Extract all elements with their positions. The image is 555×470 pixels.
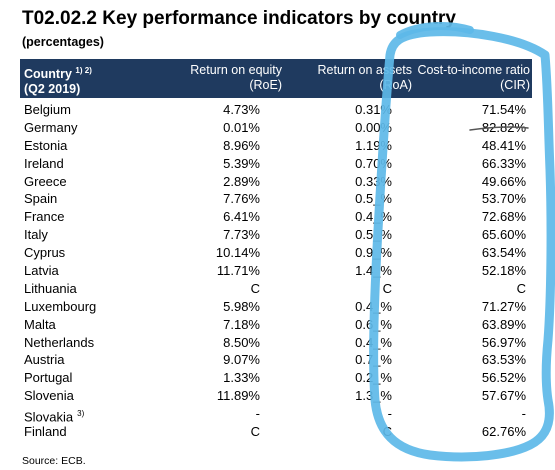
header-country: Country 1) 2) (Q2 2019) (24, 63, 92, 97)
country-cell: Spain (24, 191, 58, 207)
country-cell: Malta (24, 316, 56, 332)
cir-cell: 72.68% (481, 209, 526, 225)
cir-cell: 63.54% (481, 245, 526, 261)
country-cell: Estonia (24, 137, 68, 153)
cir-cell: 52.18% (481, 263, 526, 279)
roe-cell: - (255, 406, 260, 422)
header-country-label: Country (24, 67, 72, 82)
country-cell: Slovakia 3) (24, 409, 85, 425)
cir-cell: 53.70% (481, 191, 526, 207)
country-cell: France (24, 209, 65, 225)
header-country-period: (Q2 2019) (24, 82, 81, 97)
roe-cell: 5.39% (223, 155, 260, 171)
roa-cell: - (387, 406, 392, 422)
header-roe-abbr: (RoE) (249, 78, 282, 92)
cir-cell: 65.60% (481, 227, 526, 243)
country-cell: Finland (24, 424, 67, 440)
roe-cell: 7.18% (223, 316, 260, 332)
roe-cell: 2.89% (223, 173, 260, 189)
country-cell: Italy (24, 227, 48, 243)
table-row: Malta 7.18% 0.6_% 63.89% (20, 316, 532, 334)
cir-cell: 49.66% (481, 173, 526, 189)
header-cir-label: Cost-to-income ratio (417, 63, 530, 77)
cir-cell: 56.52% (481, 370, 526, 386)
roe-cell: C (250, 280, 260, 296)
table-row: Netherlands 8.50% 0.4_% 56.97% (20, 334, 532, 352)
country-cell: Cyprus (24, 245, 66, 261)
country-footnote: 3) (77, 409, 85, 419)
table-subtitle: (percentages) (22, 35, 104, 49)
country-cell: Belgium (24, 102, 71, 117)
roe-cell: 11.71% (216, 263, 260, 279)
cir-cell: 57.67% (481, 388, 526, 404)
country-cell: Portugal (24, 370, 73, 386)
table-row: Slovakia 3) - - - (20, 405, 532, 425)
header-roe-label: Return on equity (190, 63, 282, 77)
roe-cell: 4.73% (223, 102, 260, 117)
cir-cell: 56.97% (481, 334, 526, 350)
country-cell: Germany (24, 119, 78, 135)
header-roe: Return on equity (RoE) (142, 63, 282, 93)
table-title: T02.02.2 Key performance indicators by c… (22, 8, 456, 29)
table-row: Germany 0.01% 0.00% 82.82% (20, 119, 532, 137)
roe-cell: 9.07% (223, 352, 260, 368)
country-cell: Ireland (24, 155, 64, 171)
roe-cell: 8.96% (223, 137, 260, 153)
header-cir: Cost-to-income ratio (CIR) (390, 63, 530, 93)
roe-cell: 10.14% (215, 245, 260, 261)
roe-cell: 6.41% (223, 209, 260, 225)
cir-cell: 71.27% (481, 298, 526, 314)
roa-cell: C (382, 280, 392, 296)
table-row: Slovenia 11.89% 1.3_% 57.67% (20, 387, 532, 405)
cir-cell: C (516, 280, 526, 296)
country-cell: Greece (24, 173, 67, 189)
cir-cell: 71.54% (481, 102, 526, 117)
cir-cell: 63.89% (481, 316, 526, 332)
table-row: Austria 9.07% 0.7_% 63.53% (20, 351, 532, 369)
country-cell: Latvia (24, 263, 59, 279)
roe-cell: 7.76% (223, 191, 260, 207)
table-row: Lithuania C C C (20, 280, 532, 298)
country-cell: Austria (24, 352, 65, 368)
cir-cell: 63.53% (481, 352, 526, 368)
header-country-footnote: 1) 2) (75, 66, 92, 75)
country-cell: Luxembourg (24, 298, 97, 314)
cir-cell: - (521, 406, 526, 422)
cir-cell: 62.76% (481, 424, 526, 440)
table-header: Country 1) 2) (Q2 2019) Return on equity… (20, 59, 532, 98)
country-cell: Lithuania (24, 280, 77, 296)
table-row: Greece 2.89% 0.33% 49.66% (20, 173, 532, 191)
country-cell: Netherlands (24, 334, 95, 350)
cir-cell: 66.33% (481, 155, 526, 171)
header-cir-abbr: (CIR) (500, 78, 530, 92)
source-note: Source: ECB. (22, 455, 86, 467)
roe-cell: 11.89% (216, 388, 260, 404)
country-cell: Slovenia (24, 388, 74, 404)
cir-cell: 48.41% (481, 137, 526, 153)
roe-cell: 8.50% (223, 334, 260, 350)
roe-cell: C (250, 424, 260, 440)
roe-cell: 1.33% (223, 370, 260, 386)
roe-cell: 7.73% (223, 227, 260, 243)
table-row: Luxembourg 5.98% 0.4_% 71.27% (20, 298, 532, 316)
roe-cell: 0.01% (223, 119, 260, 135)
roe-cell: 5.98% (223, 298, 260, 314)
